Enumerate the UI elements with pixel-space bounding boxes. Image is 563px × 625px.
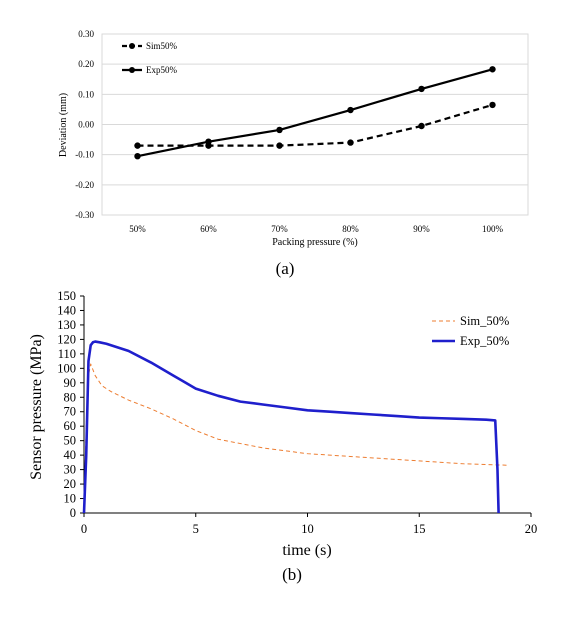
chart-a-legend-marker <box>129 43 135 49</box>
chart-b-x-tick-label: 10 <box>301 522 314 536</box>
chart-a-legend-label: Sim50% <box>146 41 178 51</box>
chart-b-y-tick-label: 0 <box>70 506 76 520</box>
chart-a-y-tick-label: -0.10 <box>75 150 94 160</box>
chart-a-y-tick-label: -0.20 <box>75 180 94 190</box>
chart-a-y-tick-label: 0.30 <box>78 29 94 39</box>
chart-a-caption: (a) <box>276 259 295 278</box>
chart-a-x-tick-label: 70% <box>271 224 288 234</box>
chart-a-y-tick-label: 0.00 <box>78 120 94 130</box>
chart-a-point <box>489 66 496 73</box>
chart-a-series-line-sim50 <box>137 103 493 147</box>
chart-a-y-tick-label: 0.10 <box>78 89 94 99</box>
chart-b-caption: (b) <box>282 565 302 584</box>
chart-a-point <box>489 101 496 109</box>
chart-b-legend-label: Exp_50% <box>460 334 509 348</box>
chart-a-legend-label: Exp50% <box>146 65 177 75</box>
chart-b-legend: Sim_50% Exp_50% <box>432 314 509 348</box>
chart-a-point <box>418 85 425 93</box>
chart-b-x-tick-label: 20 <box>525 522 538 536</box>
chart-a-gridlines <box>102 33 528 216</box>
chart-b-y-tick-label: 80 <box>64 390 77 404</box>
chart-a-point <box>134 142 141 149</box>
chart-a-x-axis-label: Packing pressure (%) <box>272 237 358 248</box>
chart-b-y-tick-label: 40 <box>64 448 77 462</box>
chart-b-y-tick-label: 110 <box>58 347 76 361</box>
chart-a-point <box>418 122 425 130</box>
chart-a-y-ticks: -0.30 -0.20 -0.10 0.00 0.10 0.20 0.30 <box>75 29 94 220</box>
chart-a-point <box>276 142 283 149</box>
chart-a-x-tick-label: 80% <box>342 224 359 234</box>
chart-a-x-tick-label: 100% <box>482 224 504 234</box>
chart-a-series <box>134 66 496 160</box>
chart-b-y-axis-label: Sensor pressure (MPa) <box>28 334 45 480</box>
chart-b-y-tick-label: 60 <box>64 419 77 433</box>
chart-a-legend: Sim50% Exp50% <box>122 41 178 75</box>
chart-a-series-line-exp50 <box>137 68 493 158</box>
chart-b-y-tick-label: 10 <box>64 492 77 506</box>
chart-b-x-tick-label: 15 <box>413 522 426 536</box>
chart-b-y-tick-label: 90 <box>64 376 77 390</box>
chart-a-x-tick-label: 50% <box>129 224 146 234</box>
chart-b-y-tick-label: 70 <box>64 405 77 419</box>
chart-b-legend-label: Sim_50% <box>460 314 509 328</box>
chart-b-y-tick-label: 100 <box>57 361 76 375</box>
chart-b-series-line-exp-50 <box>82 340 500 514</box>
chart-a-y-tick-label: 0.20 <box>78 59 94 69</box>
chart-b-y-tick-label: 130 <box>57 318 76 332</box>
chart-a-x-tick-label: 60% <box>200 224 217 234</box>
chart-b-series <box>82 340 509 514</box>
chart-b-y-tick-label: 20 <box>64 477 77 491</box>
chart-a-point <box>347 106 354 114</box>
chart-a-legend-marker <box>129 67 135 73</box>
chart-b-x-axis-label: time (s) <box>282 542 331 559</box>
chart-a-y-tick-label: -0.30 <box>75 210 94 220</box>
chart-a-point <box>134 152 141 160</box>
chart-a-point <box>205 138 212 145</box>
chart-b-y-tick-label: 30 <box>64 463 77 477</box>
chart-a-point <box>276 126 283 134</box>
chart-a-y-axis-label: Deviation (mm) <box>58 93 69 157</box>
chart-b-y-tick-label: 120 <box>57 332 76 346</box>
chart-b-x-tick-label: 0 <box>81 522 87 536</box>
chart-b-x-ticks: 0 5 10 15 20 <box>81 513 537 536</box>
chart-b-y-tick-label: 140 <box>57 303 76 317</box>
chart-b-series-line-sim-50 <box>83 363 509 514</box>
chart-b-x-tick-label: 5 <box>193 522 199 536</box>
chart-a-deviation: -0.30 -0.20 -0.10 0.00 0.10 0.20 0.30 50% 60% 70… <box>58 29 529 278</box>
chart-b-y-tick-label: 150 <box>57 289 76 303</box>
chart-b-y-tick-label: 50 <box>64 434 77 448</box>
chart-a-x-ticks: 50% 60% 70% 80% 90% 100% <box>129 224 503 234</box>
chart-a-point <box>347 139 354 146</box>
chart-a-x-tick-label: 90% <box>413 224 430 234</box>
